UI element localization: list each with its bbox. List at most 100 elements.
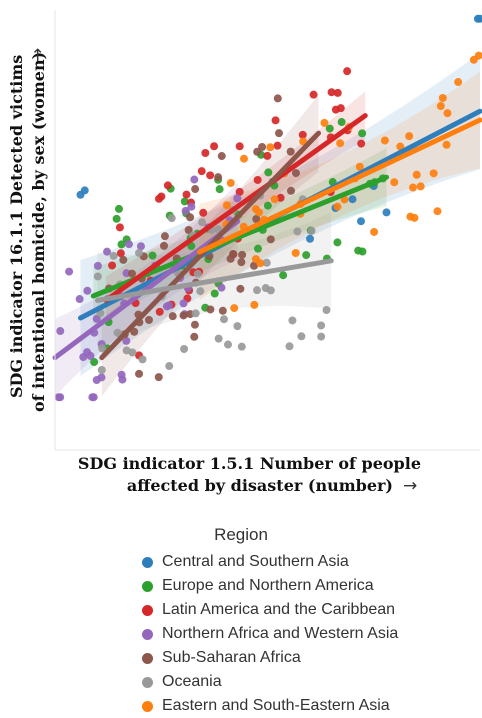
data-point: [206, 171, 215, 180]
data-point: [235, 187, 244, 196]
data-point: [285, 342, 294, 351]
y-axis-title-line2: of intentional homicide, by sex (women): [29, 52, 48, 412]
data-point: [302, 251, 311, 260]
data-point: [336, 139, 345, 148]
data-point: [226, 179, 235, 188]
data-point: [117, 240, 126, 249]
data-point: [297, 332, 306, 341]
data-point: [255, 208, 264, 217]
data-point: [357, 217, 365, 226]
data-point: [236, 284, 245, 293]
data-point: [117, 370, 126, 379]
data-point: [190, 332, 199, 341]
data-point: [442, 140, 451, 149]
data-point: [286, 186, 295, 195]
legend-label: Europe and Northern America: [162, 577, 374, 594]
data-point: [270, 195, 279, 204]
data-point: [253, 244, 262, 253]
data-point: [261, 284, 270, 293]
data-point: [438, 94, 447, 103]
data-point: [124, 240, 133, 249]
data-point: [224, 340, 233, 349]
data-point: [348, 195, 357, 204]
data-point: [122, 336, 131, 345]
data-point: [273, 94, 282, 103]
legend-swatch: [142, 604, 153, 616]
data-point: [162, 302, 171, 311]
data-point: [190, 175, 199, 184]
data-point: [180, 345, 189, 354]
data-point: [309, 90, 318, 99]
data-point: [148, 251, 157, 260]
data-point: [380, 136, 389, 145]
regression-line: [103, 113, 368, 303]
legend-swatch: [142, 628, 153, 640]
data-point: [317, 332, 326, 341]
legend-swatch: [142, 580, 153, 592]
data-point: [198, 218, 207, 227]
data-point: [219, 315, 228, 324]
data-point: [237, 342, 246, 351]
data-point: [199, 208, 208, 217]
data-point: [191, 309, 200, 318]
legend-label: Northern Africa and Western Asia: [162, 625, 399, 642]
data-point: [306, 234, 314, 243]
legend-item: Eastern and South-Eastern Asia: [142, 694, 398, 718]
regression-line: [52, 218, 241, 361]
data-point: [214, 173, 223, 182]
data-point: [433, 207, 442, 216]
data-point: [264, 168, 273, 177]
data-point: [327, 88, 336, 97]
y-axis-arrow: →: [28, 48, 48, 62]
data-point: [298, 130, 307, 139]
data-point: [103, 247, 112, 256]
legend-item: Latin America and the Caribbean: [142, 598, 398, 622]
legend-label: Oceania: [162, 673, 222, 690]
legend-item: Central and Southern Asia: [142, 550, 398, 574]
data-point: [201, 149, 210, 158]
data-point: [182, 190, 191, 199]
data-point: [357, 139, 366, 148]
data-point: [115, 223, 124, 232]
data-point: [408, 183, 417, 192]
scatter-chart: SDG indicator 1.5.1 Number of people aff…: [7, 10, 482, 496]
x-axis-title-line1: SDG indicator 1.5.1 Number of people: [78, 454, 421, 473]
data-point: [136, 242, 145, 251]
data-point: [191, 185, 200, 194]
data-point: [167, 214, 176, 223]
data-point: [251, 255, 260, 264]
data-point: [263, 151, 272, 160]
data-point: [90, 358, 99, 367]
data-point: [291, 249, 300, 258]
data-point: [416, 182, 425, 191]
data-point: [160, 232, 169, 241]
data-point: [325, 124, 334, 133]
data-point: [429, 169, 438, 178]
data-point: [258, 142, 267, 151]
data-point: [337, 118, 346, 127]
data-point: [180, 197, 189, 206]
legend-swatch: [142, 652, 153, 664]
data-point: [333, 238, 342, 247]
data-point: [222, 201, 231, 210]
legend-swatch: [142, 556, 153, 568]
regression-line: [197, 117, 482, 255]
legend-item: Europe and Northern America: [142, 574, 398, 598]
data-point: [454, 78, 463, 87]
data-point: [154, 373, 163, 382]
data-point: [252, 215, 261, 224]
data-point: [155, 307, 164, 316]
data-point: [250, 261, 259, 270]
data-point: [54, 393, 63, 402]
data-point: [333, 88, 342, 97]
data-point: [163, 181, 172, 190]
data-point: [186, 213, 195, 222]
data-point: [273, 141, 282, 150]
data-point: [406, 212, 415, 221]
data-point: [355, 162, 364, 171]
data-point: [271, 116, 280, 125]
data-point: [93, 272, 102, 281]
data-point: [320, 118, 329, 127]
data-point: [226, 254, 235, 263]
data-point: [112, 214, 121, 223]
